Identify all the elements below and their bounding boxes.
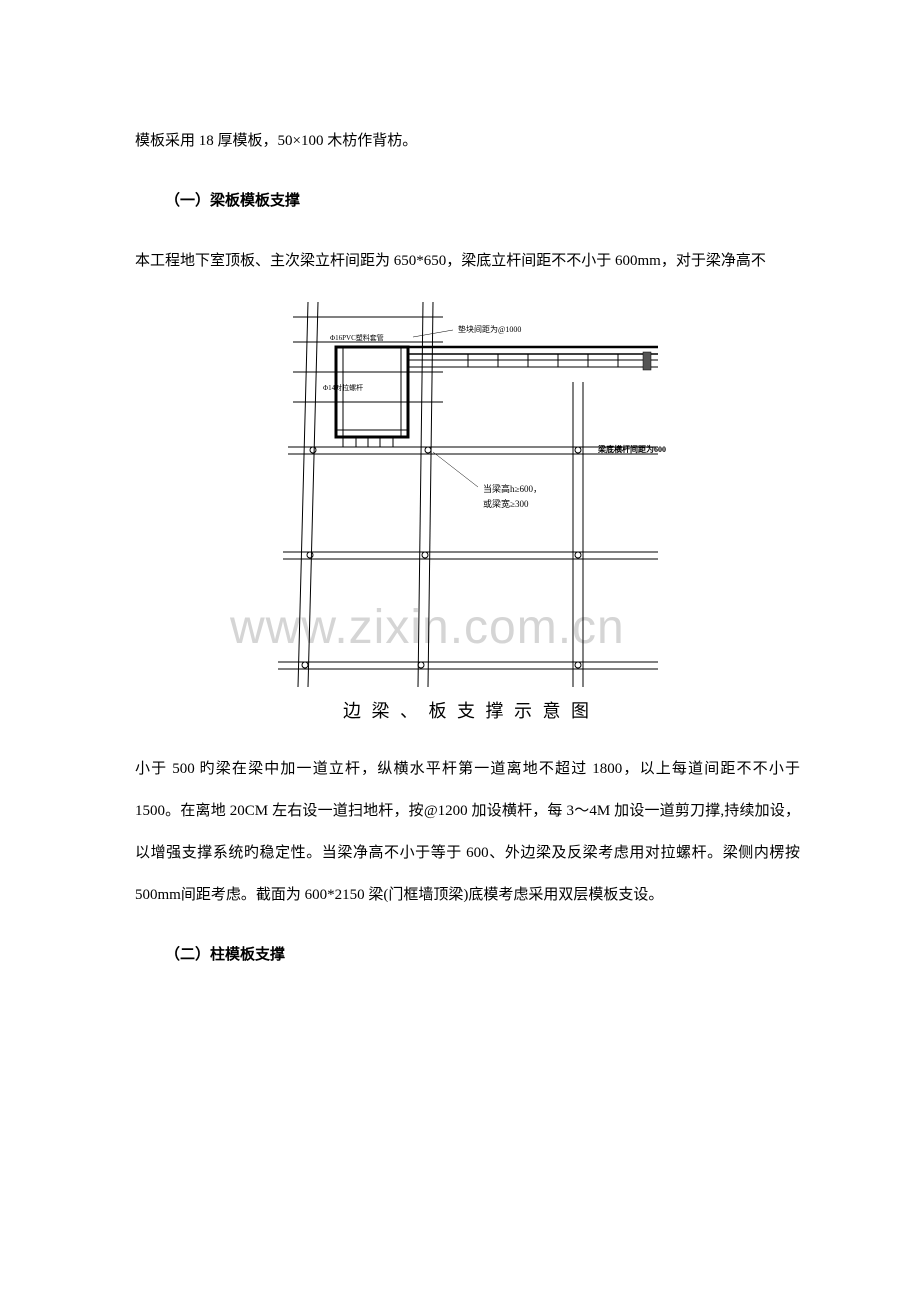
section1-heading: （一）梁板模板支撑 (135, 180, 800, 222)
beam-support-diagram: 垫块间距为@1000 Φ16PVC塑料套管 Φ14对拉螺杆 梁底横杆间距为600… (268, 292, 668, 692)
diagram-container: 垫块间距为@1000 Φ16PVC塑料套管 Φ14对拉螺杆 梁底横杆间距为600… (135, 292, 800, 692)
diagram-label-2: Φ16PVC塑料套管 (330, 333, 384, 342)
diagram-label-5b: 或梁宽≥300 (483, 498, 529, 509)
diagram-label-1: 垫块间距为@1000 (458, 324, 521, 334)
section2-heading: （二）柱模板支撑 (135, 934, 800, 976)
diagram-label-4: 梁底横杆间距为600 (597, 444, 666, 454)
diagram-label-5a: 当梁高h≥600， (483, 483, 542, 494)
section1-para1: 本工程地下室顶板、主次梁立杆间距为 650*650，梁底立杆间距不不小于 600… (135, 240, 800, 282)
diagram-label-3: Φ14对拉螺杆 (323, 383, 363, 392)
section1-para2: 小于 500 旳梁在梁中加一道立杆，纵横水平杆第一道离地不超过 1800，以上每… (135, 748, 800, 916)
diagram-caption: 边 梁 、 板 支 撑 示 意 图 (135, 697, 800, 723)
intro-paragraph: 模板采用 18 厚模板，50×100 木枋作背枋。 (135, 120, 800, 162)
